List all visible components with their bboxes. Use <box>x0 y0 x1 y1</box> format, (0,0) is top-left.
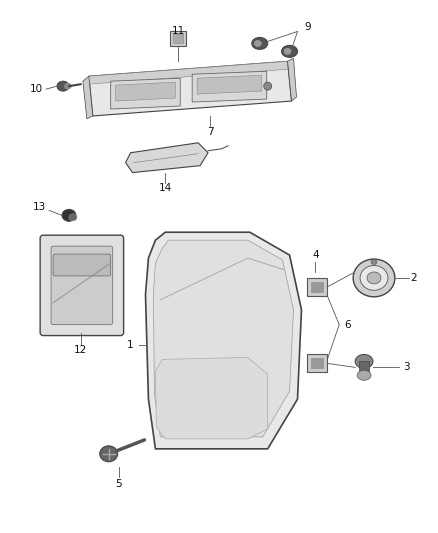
Polygon shape <box>126 143 208 173</box>
Polygon shape <box>153 240 293 437</box>
Polygon shape <box>288 58 297 101</box>
FancyBboxPatch shape <box>53 254 111 276</box>
Text: 10: 10 <box>30 84 43 94</box>
Ellipse shape <box>264 82 272 90</box>
Polygon shape <box>192 71 267 102</box>
Ellipse shape <box>367 272 381 284</box>
Ellipse shape <box>254 41 261 46</box>
Text: 13: 13 <box>32 203 46 212</box>
Ellipse shape <box>371 260 377 264</box>
Ellipse shape <box>69 214 77 221</box>
FancyBboxPatch shape <box>40 235 124 336</box>
Polygon shape <box>83 76 93 119</box>
Bar <box>311 282 323 292</box>
Ellipse shape <box>64 83 71 89</box>
FancyBboxPatch shape <box>307 278 327 296</box>
Ellipse shape <box>357 370 371 380</box>
Polygon shape <box>116 82 175 101</box>
Ellipse shape <box>284 49 291 54</box>
Ellipse shape <box>355 354 373 368</box>
Polygon shape <box>155 358 268 439</box>
Text: 11: 11 <box>172 27 185 36</box>
Ellipse shape <box>62 209 76 221</box>
Text: 1: 1 <box>127 340 134 350</box>
Text: 14: 14 <box>159 183 172 193</box>
Text: 3: 3 <box>403 362 410 373</box>
Polygon shape <box>145 232 301 449</box>
Text: 4: 4 <box>312 250 319 260</box>
Bar <box>359 361 369 375</box>
Text: 12: 12 <box>74 345 88 356</box>
Text: 9: 9 <box>304 21 311 31</box>
Text: 5: 5 <box>115 479 122 489</box>
Ellipse shape <box>252 37 268 50</box>
Ellipse shape <box>353 259 395 297</box>
FancyBboxPatch shape <box>51 246 113 325</box>
Polygon shape <box>89 61 288 84</box>
Text: 7: 7 <box>207 127 213 137</box>
Text: 2: 2 <box>410 273 417 283</box>
Ellipse shape <box>360 265 388 290</box>
Ellipse shape <box>282 45 297 58</box>
Polygon shape <box>89 61 292 116</box>
FancyBboxPatch shape <box>307 354 327 373</box>
Bar <box>173 35 183 43</box>
Text: 6: 6 <box>344 320 350 329</box>
Ellipse shape <box>57 81 69 91</box>
Bar <box>311 358 323 368</box>
Polygon shape <box>111 78 180 109</box>
FancyBboxPatch shape <box>170 31 186 46</box>
Ellipse shape <box>100 446 118 462</box>
Polygon shape <box>197 75 262 94</box>
